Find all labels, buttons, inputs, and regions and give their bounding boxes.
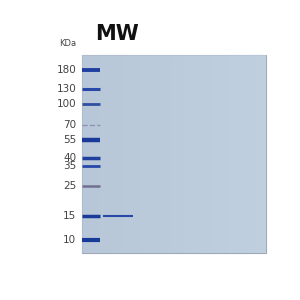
Text: 10: 10: [63, 235, 76, 245]
Text: 55: 55: [63, 134, 76, 145]
Text: 40: 40: [63, 153, 76, 163]
Text: MW: MW: [95, 25, 139, 44]
Bar: [82, 55, 266, 253]
Text: 25: 25: [63, 181, 76, 191]
Text: 180: 180: [56, 65, 76, 75]
Text: 70: 70: [63, 120, 76, 130]
Text: 15: 15: [63, 211, 76, 221]
Text: 35: 35: [63, 161, 76, 171]
Text: 100: 100: [57, 99, 76, 109]
Text: KDa: KDa: [59, 38, 76, 47]
Text: 130: 130: [56, 84, 76, 94]
